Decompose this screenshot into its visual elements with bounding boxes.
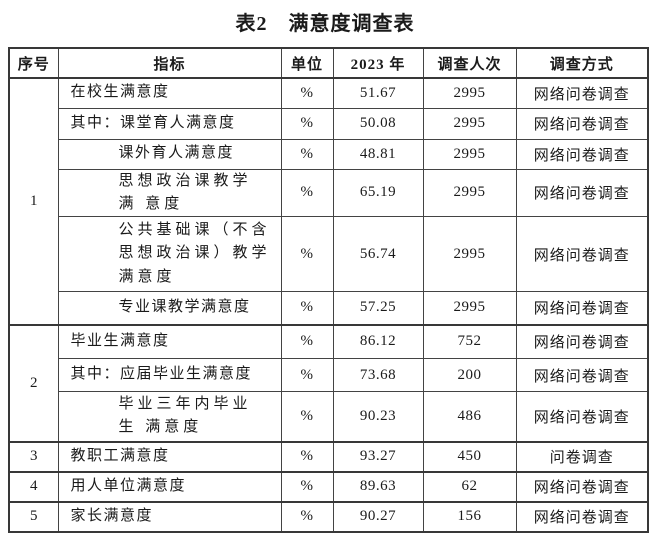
cell-method: 网络问卷调查 [515,358,649,392]
cell-indicator: 公共基础课（不含 思想政治课）教学 满意度 [57,216,282,292]
column-header-serial: 序号 [8,47,59,79]
cell-value: 51.67 [332,77,424,109]
cell-count: 2995 [422,77,517,109]
cell-indicator: 毕业三年内毕业 生 满意度 [57,391,282,442]
cell-unit: % [280,391,334,442]
cell-count: 2995 [422,107,517,140]
cell-value: 86.12 [332,323,424,359]
cell-indicator: 教职工满意度 [57,440,282,472]
cell-method: 网络问卷调查 [515,77,649,109]
cell-unit: % [280,323,334,359]
cell-indicator: 家长满意度 [57,500,282,532]
header-row: 序号 指标 单位 2023 年 调查人次 调查方式 [8,47,649,79]
cell-method: 网络问卷调查 [515,291,649,325]
cell-value: 89.63 [332,470,424,502]
cell-indicator: 其中：应届毕业生满意度 [57,358,282,392]
cell-indicator: 思想政治课教学 满 意度 [57,168,282,217]
table-row: 专业课教学满意度 % 57.25 2995 网络问卷调查 [9,291,649,325]
cell-indicator: 专业课教学满意度 [57,291,282,325]
column-header-year: 2023 年 [332,47,424,79]
table-row: 1 在校生满意度 % 51.67 2995 网络问卷调查 [8,77,649,325]
cell-indicator: 课外育人满意度 [57,138,282,170]
page-title: 表2 满意度调查表 [235,13,415,35]
cell-unit: % [280,107,334,140]
cell-method: 网络问卷调查 [515,470,649,502]
cell-unit: % [280,470,334,502]
cell-method: 网络问卷调查 [515,168,649,217]
cell-method: 网络问卷调查 [515,323,649,359]
column-header-method: 调查方式 [515,47,649,79]
table-row: 4 用人单位满意度 % 89.63 62 网络问卷调查 [8,470,649,502]
cell-unit: % [280,358,334,392]
column-header-count: 调查人次 [422,47,517,79]
cell-count: 156 [422,500,517,532]
cell-value: 65.19 [332,168,424,217]
cell-section-no: 4 [8,470,59,502]
cell-count: 2995 [422,216,517,292]
table-row: 课外育人满意度 % 48.81 2995 网络问卷调查 [9,138,649,170]
cell-unit: % [280,216,334,292]
cell-method: 网络问卷调查 [515,107,649,140]
cell-value: 90.23 [332,391,424,442]
cell-method: 网络问卷调查 [515,391,649,442]
table-row: 3 教职工满意度 % 93.27 450 问卷调查 [8,440,649,472]
cell-section-no: 3 [8,440,59,472]
cell-value: 90.27 [332,500,424,532]
table-row: 5 家长满意度 % 90.27 156 网络问卷调查 [8,500,649,532]
cell-unit: % [280,440,334,472]
cell-value: 57.25 [332,291,424,325]
table-row: 公共基础课（不含 思想政治课）教学 满意度 % 56.74 2995 网络问卷调… [9,216,649,292]
cell-count: 486 [422,391,517,442]
table-row: 毕业三年内毕业 生 满意度 % 90.23 486 网络问卷调查 [9,391,649,442]
cell-indicator: 其中：课堂育人满意度 [57,107,282,140]
cell-count: 752 [422,323,517,359]
cell-section-no: 5 [8,500,59,532]
cell-indicator: 毕业生满意度 [57,323,282,359]
cell-section-no: 2 [8,323,59,442]
cell-count: 2995 [422,138,517,170]
cell-unit: % [280,168,334,217]
cell-count: 450 [422,440,517,472]
cell-value: 73.68 [332,358,424,392]
cell-section-no: 1 [8,77,59,325]
cell-value: 93.27 [332,440,424,472]
cell-indicator: 在校生满意度 [57,77,282,109]
cell-count: 200 [422,358,517,392]
cell-count: 2995 [422,168,517,217]
table-row: 思想政治课教学 满 意度 % 65.19 2995 网络问卷调查 [9,168,649,217]
column-header-unit: 单位 [280,47,334,79]
satisfaction-survey-table: 序号 指标 单位 2023 年 调查人次 调查方式 1 在校生满意度 % 51.… [8,47,649,533]
cell-count: 2995 [422,291,517,325]
table-row: 其中：课堂育人满意度 % 50.08 2995 网络问卷调查 [9,107,649,140]
cell-unit: % [280,500,334,532]
cell-unit: % [280,138,334,170]
cell-value: 56.74 [332,216,424,292]
cell-method: 网络问卷调查 [515,138,649,170]
cell-method: 网络问卷调查 [515,500,649,532]
cell-indicator: 用人单位满意度 [57,470,282,502]
cell-unit: % [280,77,334,109]
table-row: 其中：应届毕业生满意度 % 73.68 200 网络问卷调查 [9,358,649,392]
cell-unit: % [280,291,334,325]
column-header-indicator: 指标 [57,47,282,79]
cell-value: 50.08 [332,107,424,140]
cell-method: 问卷调查 [515,440,649,472]
cell-count: 62 [422,470,517,502]
cell-value: 48.81 [332,138,424,170]
table-row: 2 毕业生满意度 % 86.12 752 网络问卷调查 [8,323,649,442]
cell-method: 网络问卷调查 [515,216,649,292]
